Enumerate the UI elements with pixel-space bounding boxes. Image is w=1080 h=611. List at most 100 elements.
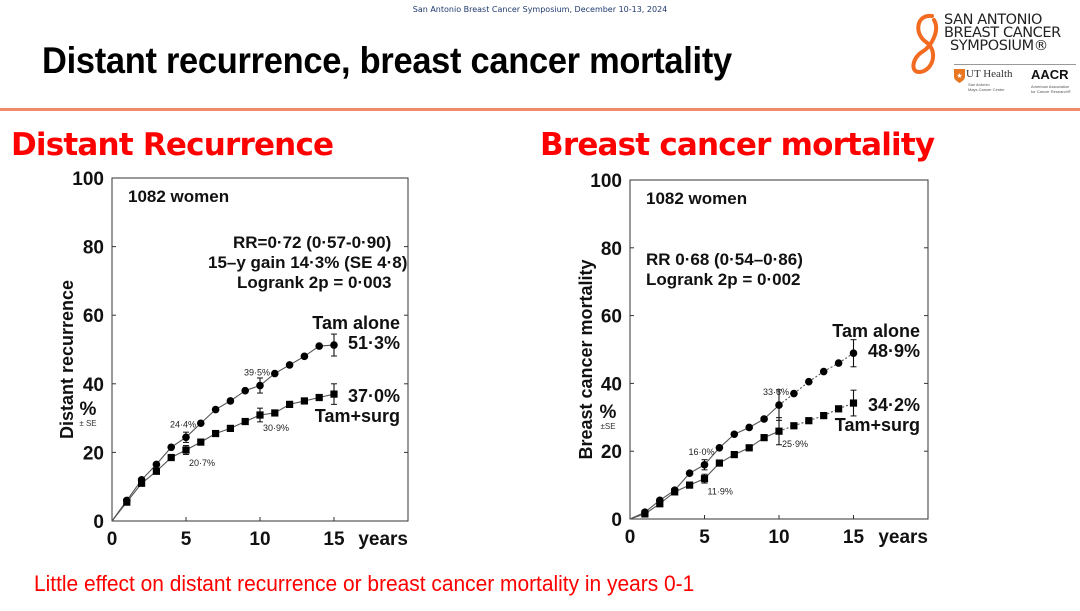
data-point-tam-surg [700, 475, 709, 483]
data-point-tam-alone [182, 433, 190, 442]
data-label: 24·4% [170, 419, 196, 429]
y-tick-label: 0 [611, 510, 622, 531]
x-tick-label: 10 [768, 527, 789, 548]
data-label: 39·5% [244, 368, 270, 378]
svg-text:★: ★ [956, 72, 962, 80]
data-point-tam-surg [256, 411, 264, 419]
data-label: 30·9% [263, 423, 289, 433]
data-point-tam-alone [241, 386, 249, 395]
y-tick-label: 20 [601, 442, 622, 463]
data-label: 20·7% [189, 458, 215, 468]
data-point-tam-alone [700, 460, 709, 469]
series-name-label: Tam+surg [315, 406, 400, 426]
data-point-tam-surg [330, 390, 338, 398]
x-tick-label: 10 [249, 529, 270, 550]
data-point-tam-alone [315, 342, 324, 350]
data-point-tam-alone [685, 469, 694, 478]
y-tick-label: 100 [72, 169, 104, 190]
series-line-segment [823, 362, 839, 373]
x-axis-label: years [358, 529, 408, 550]
cohort-annotation: 1082 women [128, 187, 229, 206]
data-point-tam-alone [730, 430, 739, 439]
data-point-tam-surg [286, 400, 294, 408]
x-tick-label: 15 [843, 527, 865, 548]
y-tick-label: 40 [601, 374, 622, 395]
ribbon-icon [911, 13, 939, 74]
y-axis-unit: % [600, 402, 617, 423]
ut-sub-line: San Antonio [968, 82, 990, 87]
stats-annotation: Logrank 2p = 0·002 [646, 270, 800, 289]
x-tick-label: 5 [181, 529, 192, 550]
y-tick-label: 40 [83, 375, 104, 396]
data-point-tam-alone [285, 361, 294, 369]
conference-banner: San Antonio Breast Cancer Symposium, Dec… [412, 5, 668, 14]
data-point-tam-alone [760, 415, 768, 423]
data-point-tam-surg [315, 393, 323, 402]
y-tick-label: 60 [601, 307, 622, 328]
footer-note: Little effect on distant recurrence or b… [34, 571, 695, 596]
data-point-tam-surg [805, 417, 813, 425]
series-line-segment [778, 393, 795, 406]
x-tick-label: 15 [323, 529, 345, 550]
brand-name: SAN ANTONIO BREAST CANCER SYMPOSIUM® [944, 12, 1061, 54]
stats-annotation: RR 0·68 (0·54–0·86) [646, 250, 803, 269]
brand-line: BREAST CANCER [944, 25, 1061, 41]
y-tick-label: 0 [93, 512, 104, 533]
data-point-tam-alone [790, 389, 798, 398]
title-divider [0, 108, 1080, 111]
data-point-tam-alone [211, 405, 220, 414]
shield-icon: ★ [954, 69, 965, 83]
data-point-tam-surg [271, 409, 279, 417]
y-axis-unit-sub: ±SE [600, 422, 615, 431]
ut-sub-line: Mays Cancer Center [968, 87, 1005, 92]
data-point-tam-surg [152, 467, 160, 475]
data-point-tam-surg [715, 459, 723, 467]
data-point-tam-surg [671, 488, 679, 496]
aacr-label: AACR [1031, 67, 1069, 82]
data-point-tam-alone [256, 381, 264, 390]
ut-health-label: UT Health [966, 68, 1013, 80]
data-point-tam-alone [805, 377, 813, 386]
data-point-tam-surg [745, 444, 753, 452]
data-point-tam-surg [138, 479, 146, 487]
data-point-tam-surg [300, 397, 308, 405]
data-point-tam-alone [715, 444, 724, 452]
y-axis-label: Breast cancer mortality [576, 259, 596, 459]
data-point-tam-alone [819, 367, 828, 376]
data-point-tam-surg [182, 446, 190, 454]
data-point-tam-alone [167, 443, 175, 452]
data-point-tam-surg [241, 417, 249, 426]
y-tick-label: 20 [83, 443, 104, 464]
y-tick-label: 100 [590, 171, 622, 192]
series-name-label: Tam alone [832, 321, 920, 341]
y-tick-label: 60 [83, 306, 104, 327]
data-label: 33·6% [763, 387, 789, 397]
series-line-segment [808, 371, 825, 383]
data-point-tam-alone [226, 397, 235, 405]
brand-line: SAN ANTONIO [944, 12, 1043, 28]
data-point-tam-surg [835, 405, 843, 413]
data-point-tam-surg [167, 453, 175, 462]
data-point-tam-alone [152, 460, 161, 469]
data-point-tam-alone [775, 401, 783, 409]
data-point-tam-alone [197, 419, 205, 428]
data-point-tam-surg [790, 422, 798, 430]
data-point-tam-surg [686, 481, 694, 489]
y-axis-unit: % [80, 399, 97, 420]
stats-annotation: 15–y gain 14·3% (SE 4·8) [208, 253, 407, 272]
data-point-tam-alone [745, 423, 753, 432]
aacr-sub-line: American Association [1031, 84, 1070, 89]
data-point-tam-alone [849, 349, 858, 358]
data-point-tam-surg [820, 412, 828, 420]
data-point-tam-surg [212, 429, 220, 438]
data-point-tam-alone [834, 359, 843, 367]
aacr-sub-line: for Cancer Research® [1031, 89, 1071, 94]
subtitle-distant-recurrence: Distant Recurrence [11, 127, 334, 163]
data-point-tam-surg [197, 438, 205, 446]
data-point-tam-surg [849, 399, 858, 407]
data-point-tam-surg [123, 498, 131, 506]
y-axis-label: Distant recurrence [57, 280, 77, 439]
sabcs-logo: SAN ANTONIO BREAST CANCER SYMPOSIUM® ★ U… [906, 8, 1078, 104]
data-point-tam-surg [760, 434, 768, 442]
